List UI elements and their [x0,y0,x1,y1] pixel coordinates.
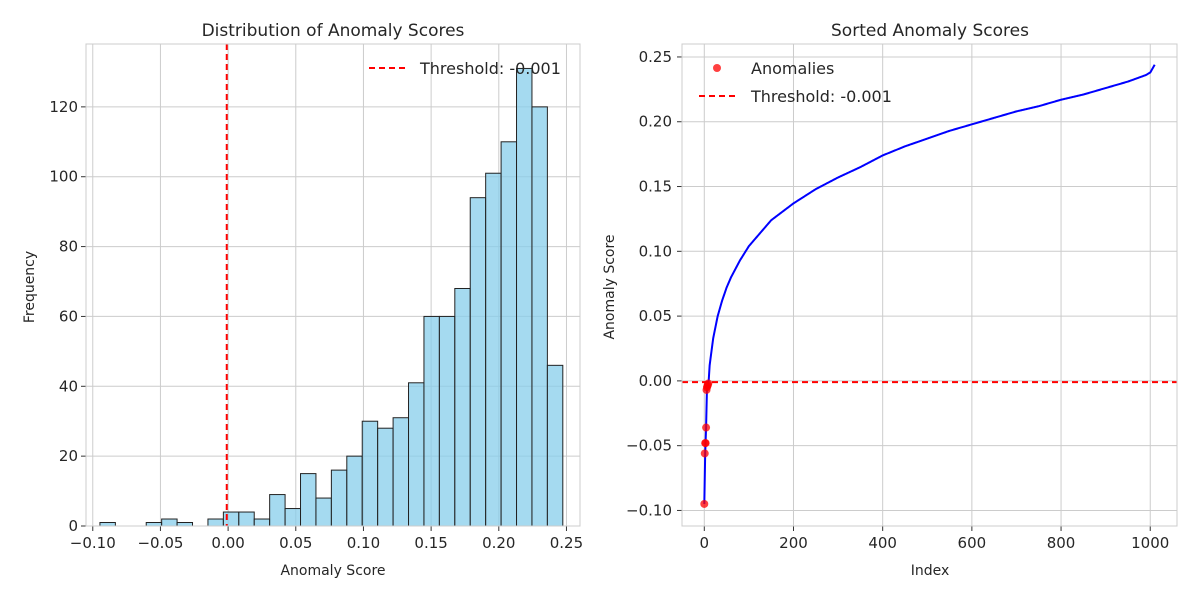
histogram-bar [546,364,564,527]
sorted-scores-grid [682,44,1177,526]
histogram-bar [145,522,163,527]
anomaly-point [704,379,713,388]
sorted-scores-y-axis-label: Anomaly Score [602,234,618,339]
histogram-y-tick-label: 120 [49,98,78,116]
histogram-x-tick-label: 0.05 [279,534,312,552]
sorted-scores-y-tick-label: 0.00 [639,372,672,390]
anomaly-point [701,439,710,448]
histogram-bar [392,417,410,527]
legend-anomalies-marker-icon [713,64,721,72]
legend-anomalies-label: Anomalies [751,59,834,78]
legend-threshold-label: Threshold: -0.001 [750,87,892,106]
sorted-scores-y-tick-label: 0.15 [639,178,672,196]
histogram-bar [469,197,487,527]
histogram-title: Distribution of Anomaly Scores [202,21,465,41]
histogram-bar [284,508,302,527]
histogram-y-tick-label: 80 [59,238,78,256]
histogram-bar [300,473,317,527]
sorted-scores-x-tick-label: 800 [1047,534,1076,552]
anomaly-point [700,499,709,508]
histogram-bar [500,141,518,527]
histogram-bar [377,427,394,527]
histogram-ticks: −0.10 −0.05 0.00 0.05 0.10 0.15 0.20 0.25 0 20 40 6… [49,98,583,552]
histogram-bar [454,287,471,527]
sorted-scores-x-tick-label: 200 [779,534,808,552]
histogram-x-tick-label: −0.10 [70,534,116,552]
histogram-legend-threshold-label: Threshold: -0.001 [419,59,561,78]
histogram-bar [346,455,363,527]
histogram-legend: Threshold: -0.001 [369,59,561,78]
anomaly-points [700,379,713,508]
histogram-x-tick-label: 0.25 [550,534,583,552]
histogram-y-tick-label: 0 [68,517,78,535]
histogram-bar [238,511,255,527]
histogram-bar [330,469,348,527]
sorted-scores-series-line [703,64,1156,504]
sorted-scores-x-axis-label: Index [911,563,950,579]
sorted-scores-x-tick-label: 600 [958,534,987,552]
sorted-scores-y-tick-label: 0.25 [639,48,672,66]
histogram-x-tick-label: −0.05 [137,534,183,552]
histogram-bar [315,497,332,527]
histogram-y-tick-label: 20 [59,447,78,465]
histogram-bar [361,420,379,527]
histogram-chart: Distribution of Anomaly Scores Anomaly S… [22,21,583,579]
histogram-y-tick-label: 40 [59,377,78,395]
sorted-scores-y-tick-label: 0.10 [639,242,672,260]
histogram-bar [269,494,286,527]
histogram-bar [531,106,548,527]
histogram-bar [253,518,271,527]
histogram-bar [438,315,456,527]
histogram-y-tick-label: 100 [49,168,78,186]
sorted-scores-y-tick-label: 0.05 [639,307,672,325]
histogram-bar [161,518,178,527]
histogram-bar [423,315,440,527]
histogram-plot-frame [85,43,581,527]
sorted-scores-y-tick-label: −0.10 [626,501,672,519]
sorted-scores-plot-frame [681,43,1178,527]
histogram-bars [99,67,564,527]
histogram-x-tick-label: 0.10 [347,534,380,552]
histogram-x-tick-label: 0.15 [414,534,447,552]
histogram-bar [485,172,502,527]
sorted-scores-x-tick-label: 0 [700,534,710,552]
histogram-bar [408,382,425,527]
anomaly-point [702,423,711,432]
histogram-bar [516,67,533,527]
sorted-scores-y-tick-label: −0.05 [626,437,672,455]
histogram-bar [207,518,224,527]
histogram-bar [176,522,194,527]
histogram-x-tick-label: 0.20 [482,534,515,552]
sorted-scores-ticks: 0 200 400 600 800 1000 −0.10 −0.05 0.00 0.05 0.10 0… [626,48,1169,552]
sorted-scores-x-tick-label: 400 [868,534,897,552]
histogram-y-axis-label: Frequency [22,251,38,323]
sorted-scores-title: Sorted Anomaly Scores [831,21,1029,41]
sorted-scores-line [703,64,1156,504]
anomaly-point [700,449,709,458]
histogram-x-axis-label: Anomaly Score [280,563,385,579]
histogram-y-tick-label: 60 [59,307,78,325]
sorted-scores-legend: Anomalies Threshold: -0.001 [699,59,892,106]
sorted-scores-x-tick-label: 1000 [1131,534,1169,552]
histogram-bar [222,511,240,527]
sorted-scores-chart: Sorted Anomaly Scores Index Anomaly Scor… [602,21,1178,579]
sorted-scores-y-tick-label: 0.20 [639,113,672,131]
histogram-x-tick-label: 0.00 [211,534,244,552]
histogram-bar [99,522,116,527]
